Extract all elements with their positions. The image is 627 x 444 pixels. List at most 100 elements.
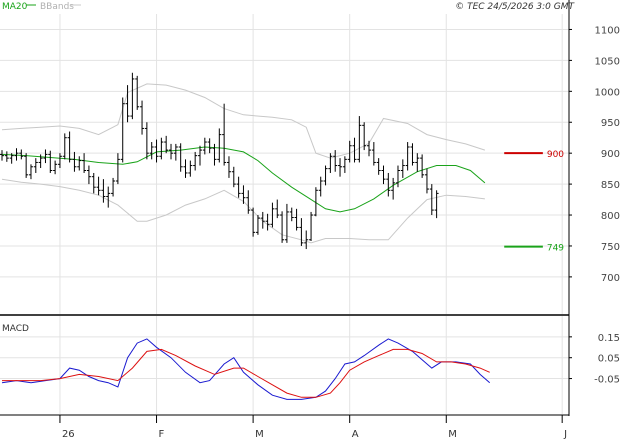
labels-layer: MA20 BBands © TEC 24/5/2026 3:0 GMT MACD	[2, 2, 576, 334]
x-tick-label: 26	[62, 429, 75, 440]
macd-title: MACD	[2, 324, 29, 334]
ohlc-bar	[226, 156, 231, 178]
x-tick-label: A	[352, 429, 359, 440]
ohlc-bar	[241, 185, 246, 204]
ohlc-bar	[120, 97, 125, 163]
ohlc-bar	[357, 116, 362, 163]
bbands-legend-label: BBands	[40, 2, 74, 12]
ohlc-bar	[86, 165, 91, 185]
ohlc-bar	[130, 72, 135, 120]
price-y-tick-label: 1100	[595, 25, 620, 36]
ohlc-bar	[193, 151, 198, 171]
ohlc-bar	[304, 230, 309, 250]
x-tick-label: J	[563, 429, 567, 440]
ohlc-bar	[410, 143, 415, 166]
ma20-line	[1, 146, 486, 213]
macd-y-tick-label: 0.05	[598, 354, 620, 365]
ohlc-bar	[391, 177, 396, 200]
ohlc-bar	[434, 190, 439, 219]
price-y-tick-label: 800	[601, 211, 620, 222]
ohlc-bar	[352, 137, 357, 163]
macd-signal-line	[2, 348, 490, 398]
ohlc-bar	[294, 208, 299, 231]
ohlc-bar	[222, 103, 227, 166]
ohlc-bar	[28, 164, 33, 180]
ohlc-bar	[395, 165, 400, 188]
ohlc-bar	[362, 122, 367, 151]
ohlc-bar	[347, 140, 352, 163]
ohlc-bar	[284, 203, 289, 243]
level-label: 900	[547, 150, 564, 160]
ohlc-bar	[415, 153, 420, 172]
level-label: 749	[547, 244, 564, 254]
ohlc-bar	[106, 186, 111, 208]
ohlc-bar	[376, 158, 381, 175]
ohlc-bar	[420, 154, 425, 178]
ohlc-bar	[231, 166, 236, 188]
macd-y-tick-label: 0.15	[598, 333, 620, 344]
ohlc-bar	[57, 153, 62, 169]
ohlc-bar	[260, 211, 265, 229]
ohlc-bar	[140, 100, 145, 135]
ohlc-bar	[299, 218, 304, 246]
ohlc-bar	[19, 149, 24, 160]
ohlc-bar	[53, 160, 58, 175]
x-tick-label: F	[159, 429, 165, 440]
ohlc-bar	[178, 143, 183, 172]
ohlc-bar	[91, 172, 96, 194]
ohlc-bar	[67, 131, 72, 163]
ohlc-bar	[197, 145, 202, 166]
ohlc-bar	[33, 158, 38, 173]
ohlc-bar	[371, 142, 376, 166]
ohlc-bar	[149, 142, 154, 160]
ohlc-bar	[289, 207, 294, 222]
ohlc-bar	[72, 151, 77, 172]
ohlc-bar	[265, 213, 270, 231]
frame-layer: 700 750 800 850 900 950 1000 1050 1100 0.15 0.05 -0…	[0, 0, 620, 440]
ohlc-bar	[280, 211, 285, 243]
ohlc-bar	[144, 122, 149, 160]
ohlc-bar	[251, 207, 256, 237]
price-y-tick-label: 700	[601, 273, 620, 284]
ohlc-bar	[246, 190, 251, 214]
ohlc-bar	[333, 150, 338, 172]
ohlc-bar	[188, 160, 193, 177]
ohlc-bar	[338, 158, 343, 177]
ohlc-bar	[381, 165, 386, 185]
ohlc-bar	[173, 143, 178, 161]
ohlc-bar	[14, 148, 19, 161]
ohlc-bar	[77, 156, 82, 171]
ohlc-bar	[111, 177, 116, 197]
ohlc-bar	[101, 179, 106, 203]
ohlc-bar	[4, 151, 9, 162]
ohlc-bar	[62, 133, 67, 160]
ohlc-bar	[429, 184, 434, 216]
macd-y-tick-label: -0.05	[594, 375, 620, 386]
ohlc-bar	[115, 153, 120, 185]
ohlc-bar	[154, 139, 159, 163]
ohlc-bar	[328, 153, 333, 173]
price-bars-layer	[0, 72, 439, 250]
bband-upper-line	[1, 83, 486, 159]
ohlc-bar	[0, 150, 4, 161]
ohlc-bar	[342, 156, 347, 173]
ma20-legend-label: MA20	[2, 2, 28, 12]
price-y-tick-label: 750	[601, 242, 620, 253]
ohlc-bar	[255, 215, 260, 235]
ohlc-bar	[38, 154, 43, 169]
ohlc-bar	[183, 159, 188, 178]
ohlc-bar	[275, 199, 280, 219]
price-y-tick-label: 1000	[595, 87, 620, 98]
x-tick-label: M	[448, 429, 457, 440]
ohlc-bar	[236, 176, 241, 198]
ohlc-bar	[309, 211, 314, 242]
macd-line	[1, 338, 491, 400]
levels-layer: 900 749	[504, 150, 564, 254]
price-y-tick-label: 950	[601, 118, 620, 129]
ohlc-bar	[318, 176, 323, 197]
price-y-tick-label: 850	[601, 180, 620, 191]
ohlc-bar	[135, 75, 140, 110]
ohlc-bar	[323, 165, 328, 186]
